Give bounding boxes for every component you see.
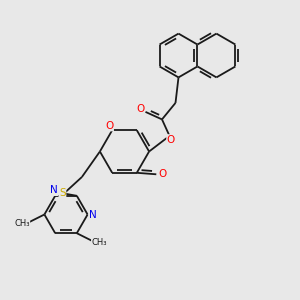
Text: CH₃: CH₃ [14, 219, 30, 228]
Text: N: N [89, 209, 97, 220]
Text: O: O [136, 104, 144, 115]
Text: N: N [50, 185, 58, 195]
Text: O: O [159, 169, 167, 179]
Text: S: S [59, 188, 66, 198]
Text: O: O [167, 135, 175, 145]
Text: O: O [105, 121, 113, 131]
Text: CH₃: CH₃ [92, 238, 107, 247]
